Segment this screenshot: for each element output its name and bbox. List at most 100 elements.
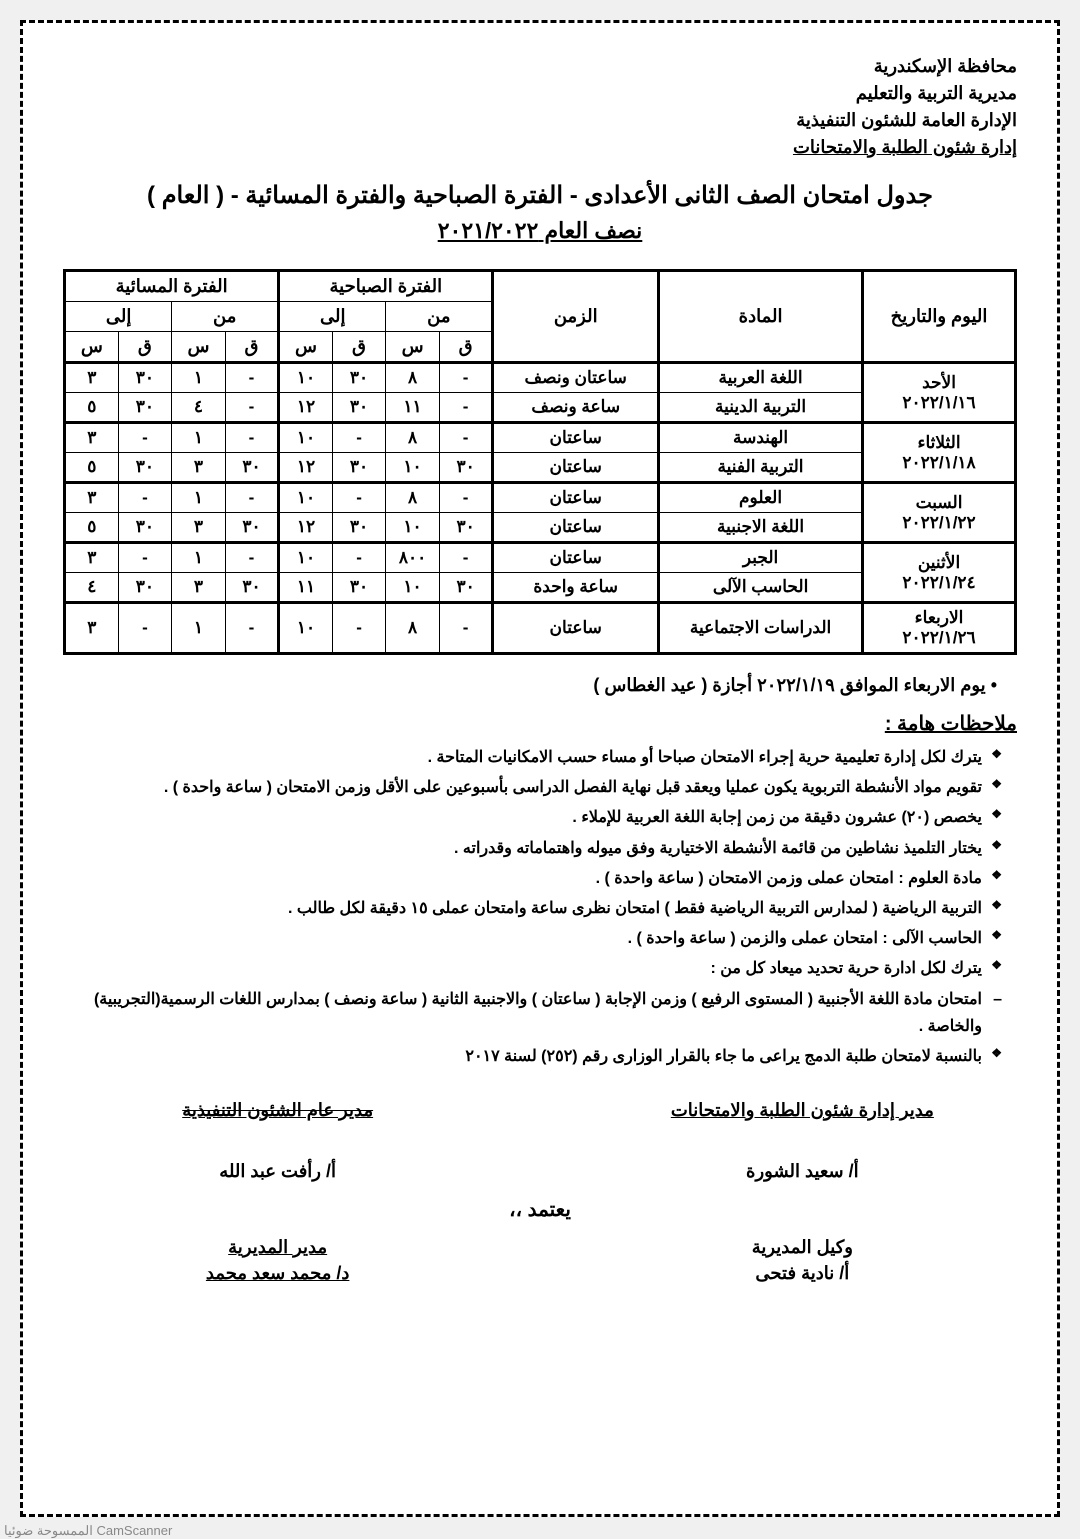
note-item: بالنسبة لامتحان طلبة الدمج يراعى ما جاء … (63, 1043, 1002, 1070)
table-row: الثلاثاء٢٠٢٢/١/١٨الهندسةساعتان-٨-١٠-١-٣ (65, 423, 1016, 453)
cell-time: - (225, 423, 279, 453)
cell-time: ٨ (386, 483, 440, 513)
cell-subject: الهندسة (659, 423, 863, 453)
holiday-note: يوم الاربعاء الموافق ٢٠٢٢/١/١٩ أجازة ( ع… (63, 675, 997, 696)
cell-time: ٣٠ (332, 393, 386, 423)
cell-time: - (439, 363, 493, 393)
note-item: يخصص (٢٠) عشرون دقيقة من زمن إجابة اللغة… (63, 804, 1002, 831)
th-m-to: إلى (279, 302, 386, 332)
cell-duration: ساعتان (493, 483, 659, 513)
note-item: التربية الرياضية ( لمدارس التربية الرياض… (63, 895, 1002, 922)
note-item: الحاسب الآلى : امتحان عملى والزمن ( ساعة… (63, 925, 1002, 952)
main-title: جدول امتحان الصف الثانى الأعدادى - الفتر… (63, 181, 1017, 210)
sig-name: أ/ سعيد الشورة (588, 1161, 1017, 1182)
th-e-from: من (172, 302, 279, 332)
org-line-2: مديرية التربية والتعليم (63, 80, 1017, 107)
cell-time: - (225, 483, 279, 513)
cell-time: ٣٠ (439, 453, 493, 483)
cell-time: ٣٠ (118, 363, 172, 393)
cell-time: ١٢ (279, 513, 333, 543)
cell-duration: ساعتان ونصف (493, 363, 659, 393)
cell-time: ١ (172, 483, 226, 513)
signatures-row-1: مدير إدارة شئون الطلبة والامتحانات أ/ سع… (63, 1100, 1017, 1182)
cell-subject: اللغة العربية (659, 363, 863, 393)
sig-title: مدير المديرية (63, 1237, 492, 1258)
exam-schedule-table: اليوم والتاريخ المادة الزمن الفترة الصبا… (63, 269, 1017, 655)
cell-time: ٣ (65, 603, 119, 654)
cell-time: ٣٠ (332, 573, 386, 603)
cell-time: - (225, 603, 279, 654)
note-item: يترك لكل ادارة حرية تحديد ميعاد كل من : (63, 955, 1002, 982)
cell-time: ٣ (172, 573, 226, 603)
cell-time: ٨ (386, 363, 440, 393)
note-item: يختار التلميذ نشاطين من قائمة الأنشطة ال… (63, 835, 1002, 862)
th-m-from: من (386, 302, 493, 332)
cell-time: ٣٠ (118, 453, 172, 483)
cell-time: ٣٠ (332, 363, 386, 393)
cell-time: ٣٠ (118, 393, 172, 423)
cell-time: ٥ (65, 513, 119, 543)
note-item: يترك لكل إدارة تعليمية حرية إجراء الامتح… (63, 744, 1002, 771)
cell-time: ٣ (172, 513, 226, 543)
document-page: محافظة الإسكندرية مديرية التربية والتعلي… (20, 20, 1060, 1517)
sig-left-1: مدير عام الشئون التنفيذية أ/ رأفت عبد ال… (63, 1100, 492, 1182)
sig-left-2: مدير المديرية د/ محمد سعد محمد (63, 1237, 492, 1284)
th-subject: المادة (659, 271, 863, 363)
th-evening: الفترة المسائية (65, 271, 279, 302)
cell-time: ٣٠ (118, 573, 172, 603)
cell-time: - (118, 543, 172, 573)
cell-time: ٣ (65, 483, 119, 513)
cell-time: - (118, 483, 172, 513)
cell-time: ٥ (65, 453, 119, 483)
cell-time: ٣ (172, 453, 226, 483)
cell-time: - (332, 483, 386, 513)
cell-time: - (225, 363, 279, 393)
cell-duration: ساعة ونصف (493, 393, 659, 423)
cell-time: - (332, 603, 386, 654)
cell-subject: الجبر (659, 543, 863, 573)
sig-title: مدير عام الشئون التنفيذية (63, 1100, 492, 1121)
cell-time: ٨ (386, 423, 440, 453)
th-q: ق (332, 332, 386, 363)
sub-title: نصف العام ٢٠٢١/٢٠٢٢ (63, 218, 1017, 244)
org-header: محافظة الإسكندرية مديرية التربية والتعلي… (63, 53, 1017, 161)
cell-time: ١٠ (279, 543, 333, 573)
note-item: مادة العلوم : امتحان عملى وزمن الامتحان … (63, 865, 1002, 892)
cell-time: ٣٠ (439, 573, 493, 603)
cell-time: ٣٠ (332, 453, 386, 483)
sig-right-1: مدير إدارة شئون الطلبة والامتحانات أ/ سع… (588, 1100, 1017, 1182)
notes-title: ملاحظات هامة : (63, 711, 1017, 736)
cell-subject: الدراسات الاجتماعية (659, 603, 863, 654)
cell-time: ١٠ (386, 513, 440, 543)
signatures-row-2: وكيل المديرية أ/ نادية فتحى مدير المديري… (63, 1237, 1017, 1284)
cell-duration: ساعتان (493, 513, 659, 543)
th-s: س (279, 332, 333, 363)
th-q: ق (118, 332, 172, 363)
sig-name: د/ محمد سعد محمد (63, 1263, 492, 1284)
cell-time: ٨ (386, 603, 440, 654)
cell-time: ٣ (65, 543, 119, 573)
cell-time: ١٠ (279, 423, 333, 453)
cell-time: - (439, 483, 493, 513)
sig-right-2: وكيل المديرية أ/ نادية فتحى (588, 1237, 1017, 1284)
cell-time: ١ (172, 423, 226, 453)
cell-day: الأثنين٢٠٢٢/١/٢٤ (863, 543, 1016, 603)
cell-time: - (332, 423, 386, 453)
cell-time: ٣٠ (118, 513, 172, 543)
cell-duration: ساعتان (493, 453, 659, 483)
cell-time: ١ (172, 603, 226, 654)
cell-time: ١٢ (279, 393, 333, 423)
cell-subject: الحاسب الآلى (659, 573, 863, 603)
cell-time: ٤ (172, 393, 226, 423)
cell-time: ١٠ (279, 363, 333, 393)
cell-subject: العلوم (659, 483, 863, 513)
cell-subject: اللغة الاجنبية (659, 513, 863, 543)
cell-time: ١٠ (386, 453, 440, 483)
sig-name: أ/ رأفت عبد الله (63, 1161, 492, 1182)
cell-time: - (118, 603, 172, 654)
cell-day: الاربعاء٢٠٢٢/١/٢٦ (863, 603, 1016, 654)
cell-time: ٨٠٠ (386, 543, 440, 573)
cell-time: ١٠ (279, 603, 333, 654)
th-e-to: إلى (65, 302, 172, 332)
cell-time: ١ (172, 363, 226, 393)
